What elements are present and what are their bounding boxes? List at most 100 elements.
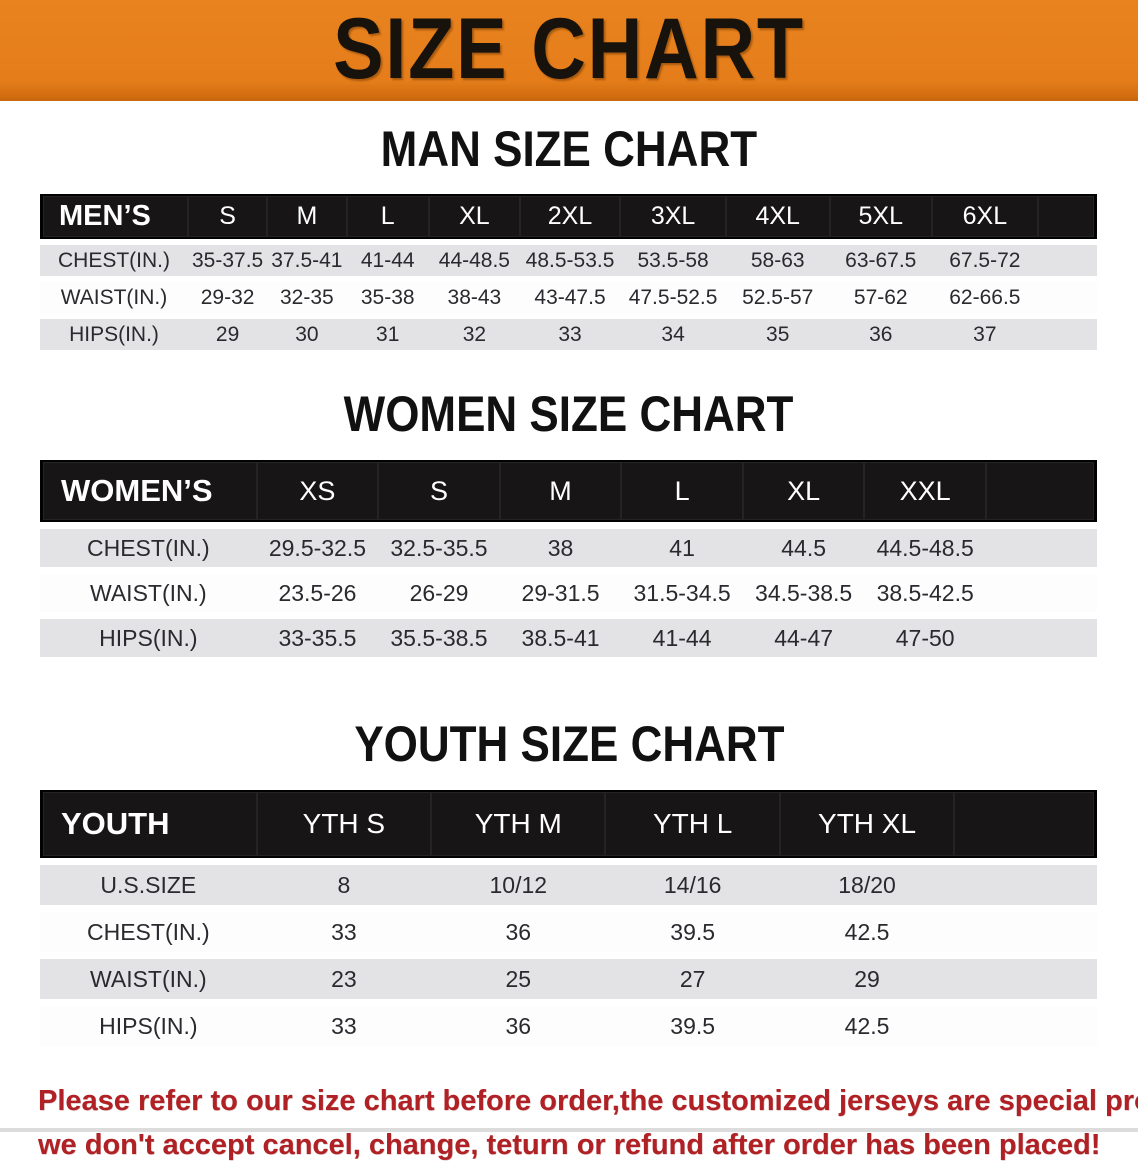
men-section-heading-text: MAN SIZE CHART: [380, 121, 758, 177]
size-value-cell: 42.5: [779, 1006, 955, 1046]
men-hips-row: HIPS(IN.) 29 30 31 32 33 34 35 36 37: [40, 319, 1097, 350]
size-value-cell: 34.5-38.5: [742, 574, 865, 612]
size-value-cell: 29: [779, 959, 955, 999]
size-value-cell: 31: [346, 319, 429, 350]
size-value-cell: 36: [829, 319, 933, 350]
filler-cell: [954, 1006, 1097, 1046]
women-group-label: WOMEN’S: [40, 460, 257, 522]
row-label: WAIST(IN.): [40, 574, 257, 612]
bottom-edge-divider: [0, 1128, 1138, 1132]
size-column-header: L: [621, 460, 743, 522]
disclaimer-line-1: Please refer to our size chart before or…: [38, 1085, 1138, 1117]
size-column-header: 3XL: [620, 194, 726, 239]
banner-title: SIZE CHART: [333, 1, 805, 97]
size-value-cell: 32.5-35.5: [378, 529, 500, 567]
filler-cell: [1037, 319, 1097, 350]
size-column-header: YTH XL: [779, 790, 955, 858]
filler-cell: [1037, 282, 1097, 313]
row-label: HIPS(IN.): [40, 319, 188, 350]
size-value-cell: 29: [187, 319, 268, 350]
youth-ussize-row: U.S.SIZE 8 10/12 14/16 18/20: [40, 865, 1097, 905]
size-value-cell: 29-32: [187, 282, 268, 313]
men-section-heading: MAN SIZE CHART: [0, 123, 1138, 188]
row-label: WAIST(IN.): [40, 959, 257, 999]
youth-section-heading: YOUTH SIZE CHART: [0, 718, 1138, 783]
row-label: HIPS(IN.): [40, 1006, 257, 1046]
size-value-cell: 38: [499, 529, 622, 567]
youth-chest-row: CHEST(IN.) 33 36 39.5 42.5: [40, 912, 1097, 952]
header-filler-cell: [954, 790, 1097, 858]
size-value-cell: 44.5-48.5: [864, 529, 986, 567]
row-label: CHEST(IN.): [40, 912, 257, 952]
size-value-cell: 52.5-57: [725, 282, 830, 313]
size-value-cell: 26-29: [378, 574, 500, 612]
size-column-header: XS: [256, 460, 379, 522]
size-value-cell: 29-31.5: [499, 574, 622, 612]
youth-group-label: YOUTH: [40, 790, 257, 858]
women-header-row: WOMEN’S XS S M L XL XXL: [40, 460, 1097, 522]
size-value-cell: 37: [932, 319, 1038, 350]
size-value-cell: 63-67.5: [829, 245, 933, 276]
size-value-cell: 47.5-52.5: [620, 282, 726, 313]
row-label: CHEST(IN.): [40, 529, 257, 567]
size-value-cell: 36: [431, 912, 606, 952]
size-value-cell: 48.5-53.5: [519, 245, 621, 276]
size-value-cell: 62-66.5: [932, 282, 1038, 313]
size-value-cell: 58-63: [725, 245, 830, 276]
size-value-cell: 35-37.5: [187, 245, 268, 276]
size-chart-banner: SIZE CHART: [0, 0, 1138, 101]
filler-cell: [1037, 245, 1097, 276]
size-value-cell: 27: [605, 959, 780, 999]
filler-cell: [954, 959, 1097, 999]
men-waist-row: WAIST(IN.) 29-32 32-35 35-38 38-43 43-47…: [40, 282, 1097, 313]
size-value-cell: 35: [725, 319, 830, 350]
size-column-header: S: [378, 460, 500, 522]
size-value-cell: 43-47.5: [519, 282, 621, 313]
size-value-cell: 23: [256, 959, 432, 999]
size-value-cell: 42.5: [779, 912, 955, 952]
size-value-cell: 41: [621, 529, 743, 567]
row-label: U.S.SIZE: [40, 865, 257, 905]
filler-cell: [954, 912, 1097, 952]
size-column-header: 6XL: [932, 194, 1038, 239]
size-value-cell: 31.5-34.5: [621, 574, 743, 612]
header-filler-cell: [1037, 194, 1097, 239]
filler-cell: [985, 574, 1097, 612]
size-value-cell: 53.5-58: [620, 245, 726, 276]
size-value-cell: 36: [431, 1006, 606, 1046]
size-value-cell: 14/16: [605, 865, 780, 905]
men-header-row: MEN’S S M L XL 2XL 3XL 4XL 5XL 6XL: [40, 194, 1097, 239]
size-value-cell: 35.5-38.5: [378, 619, 500, 657]
youth-waist-row: WAIST(IN.) 23 25 27 29: [40, 959, 1097, 999]
size-value-cell: 41-44: [621, 619, 743, 657]
row-label: HIPS(IN.): [40, 619, 257, 657]
size-column-header: YTH M: [431, 790, 606, 858]
size-column-header: S: [187, 194, 268, 239]
size-column-header: L: [346, 194, 429, 239]
size-value-cell: 39.5: [605, 912, 780, 952]
row-label: WAIST(IN.): [40, 282, 188, 313]
size-value-cell: 32-35: [267, 282, 347, 313]
size-value-cell: 33: [256, 912, 432, 952]
size-value-cell: 8: [256, 865, 432, 905]
size-value-cell: 38-43: [428, 282, 520, 313]
youth-section-heading-text: YOUTH SIZE CHART: [353, 716, 785, 772]
men-chest-row: CHEST(IN.) 35-37.5 37.5-41 41-44 44-48.5…: [40, 245, 1097, 276]
size-column-header: M: [267, 194, 347, 239]
size-value-cell: 57-62: [829, 282, 933, 313]
youth-header-row: YOUTH YTH S YTH M YTH L YTH XL: [40, 790, 1097, 858]
size-value-cell: 33: [256, 1006, 432, 1046]
women-hips-row: HIPS(IN.) 33-35.5 35.5-38.5 38.5-41 41-4…: [40, 619, 1097, 657]
women-waist-row: WAIST(IN.) 23.5-26 26-29 29-31.5 31.5-34…: [40, 574, 1097, 612]
size-value-cell: 30: [267, 319, 347, 350]
size-value-cell: 47-50: [864, 619, 986, 657]
women-section-heading-text: WOMEN SIZE CHART: [344, 386, 794, 442]
size-column-header: XL: [428, 194, 520, 239]
men-size-table: MEN’S S M L XL 2XL 3XL 4XL 5XL 6XL CHEST…: [40, 188, 1097, 356]
size-column-header: 4XL: [725, 194, 830, 239]
disclaimer-text: Please refer to our size chart before or…: [0, 1079, 1138, 1167]
header-filler-cell: [985, 460, 1097, 522]
size-value-cell: 35-38: [346, 282, 429, 313]
size-value-cell: 32: [428, 319, 520, 350]
size-value-cell: 25: [431, 959, 606, 999]
